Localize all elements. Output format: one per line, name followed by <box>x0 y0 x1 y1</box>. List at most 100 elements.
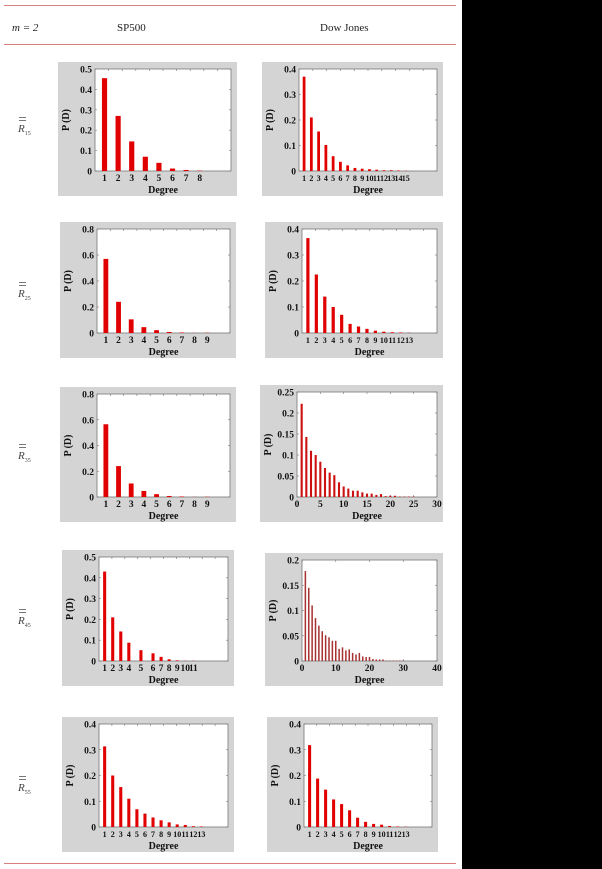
svg-text:12: 12 <box>189 830 197 839</box>
svg-text:0.2: 0.2 <box>287 557 299 567</box>
svg-text:0.2: 0.2 <box>80 127 92 137</box>
svg-text:10: 10 <box>331 664 341 674</box>
svg-text:0.05: 0.05 <box>277 473 294 483</box>
svg-text:3: 3 <box>129 500 134 510</box>
chart-svg: 0 0.05 0.1 0.15 0.2 0.25 0 5 10 15 20 25 30 Degree P (… <box>263 389 442 523</box>
svg-text:0.4: 0.4 <box>289 721 301 731</box>
svg-text:0: 0 <box>289 494 294 504</box>
svg-text:P (D): P (D) <box>65 765 76 787</box>
svg-text:4: 4 <box>127 830 131 839</box>
chart-sp500-r15: 0 0.1 0.2 0.3 0.4 0.5 1 2 3 4 5 6 7 8 Degree P (D) <box>58 62 237 196</box>
svg-text:P (D): P (D) <box>61 109 72 131</box>
svg-text:0.1: 0.1 <box>282 452 294 462</box>
chart-svg: 0 0.05 0.1 0.15 0.2 0 10 20 30 40 Degree P (D) <box>268 557 442 687</box>
chart-svg: 0 0.1 0.2 0.3 0.4 0.5 1 2 3 4 5 6 7 8 Degree P (D) <box>61 66 232 196</box>
svg-text:0.1: 0.1 <box>287 304 299 314</box>
chart-svg: 0 0.2 0.4 0.6 0.8 1 2 3 4 5 6 7 8 9 Degree P (D) <box>63 226 231 358</box>
svg-text:2: 2 <box>116 174 121 184</box>
svg-text:5: 5 <box>318 500 323 510</box>
svg-text:0.2: 0.2 <box>82 304 94 314</box>
svg-text:0.2: 0.2 <box>284 117 296 127</box>
svg-text:0.2: 0.2 <box>289 772 301 782</box>
svg-text:6: 6 <box>338 174 342 183</box>
svg-text:Degree: Degree <box>355 347 385 358</box>
m-label: m = 2 <box>12 22 39 34</box>
svg-text:30: 30 <box>399 664 409 674</box>
svg-text:5: 5 <box>139 664 144 674</box>
svg-text:8: 8 <box>159 830 163 839</box>
svg-text:0.05: 0.05 <box>282 632 299 642</box>
svg-text:8: 8 <box>353 174 357 183</box>
svg-text:Degree: Degree <box>352 511 382 522</box>
svg-text:P (D): P (D) <box>268 600 279 622</box>
svg-text:0.1: 0.1 <box>84 637 96 647</box>
svg-text:8: 8 <box>192 500 197 510</box>
svg-text:8: 8 <box>167 664 172 674</box>
svg-text:6: 6 <box>348 830 352 839</box>
svg-text:7: 7 <box>356 830 360 839</box>
svg-text:3: 3 <box>324 830 328 839</box>
row-label-r25: R25 <box>18 282 31 302</box>
svg-text:P (D): P (D) <box>263 434 274 456</box>
svg-text:6: 6 <box>348 336 352 345</box>
svg-text:20: 20 <box>365 664 375 674</box>
svg-text:13: 13 <box>387 174 395 183</box>
svg-text:20: 20 <box>386 500 396 510</box>
svg-text:1: 1 <box>103 830 107 839</box>
svg-text:6: 6 <box>167 336 172 346</box>
svg-text:30: 30 <box>432 500 442 510</box>
chart-sp500-r45: 0 0.1 0.2 0.3 0.4 0.5 1 2 3 4 5 6 7 8 9 10 11 Degree P (D) <box>62 550 234 686</box>
svg-text:8: 8 <box>197 174 202 184</box>
row-label-r55: R55 <box>18 776 31 796</box>
svg-text:9: 9 <box>205 500 210 510</box>
svg-text:0: 0 <box>87 168 92 178</box>
svg-text:5: 5 <box>154 336 159 346</box>
svg-text:0.4: 0.4 <box>284 66 296 76</box>
column-header-dowjones: Dow Jones <box>320 22 369 34</box>
svg-text:P (D): P (D) <box>63 435 74 457</box>
svg-text:0.3: 0.3 <box>289 746 301 756</box>
svg-text:4: 4 <box>141 500 146 510</box>
svg-text:10: 10 <box>173 830 181 839</box>
header-rule <box>4 44 456 45</box>
svg-text:0.15: 0.15 <box>282 582 299 592</box>
svg-text:2: 2 <box>110 664 115 674</box>
svg-text:0.2: 0.2 <box>287 278 299 288</box>
svg-text:0.4: 0.4 <box>287 226 299 236</box>
svg-text:0.2: 0.2 <box>82 468 94 478</box>
svg-text:0: 0 <box>89 330 94 340</box>
svg-text:0.3: 0.3 <box>84 595 96 605</box>
svg-text:0.4: 0.4 <box>82 278 94 288</box>
chart-svg: 0 0.2 0.4 0.6 0.8 1 2 3 4 5 6 7 8 9 Degree P (D) <box>63 391 231 522</box>
svg-text:7: 7 <box>179 336 184 346</box>
svg-text:1: 1 <box>308 830 312 839</box>
svg-text:0.8: 0.8 <box>82 226 94 236</box>
chart-svg: 00.10.20.30.41 2 3 4 5 6 7 8 9 10 11 12 13 14 15Degree… <box>265 66 438 196</box>
svg-text:10: 10 <box>378 830 386 839</box>
svg-text:Degree: Degree <box>149 347 179 358</box>
svg-text:11: 11 <box>181 830 189 839</box>
svg-text:3: 3 <box>129 174 134 184</box>
svg-text:0.2: 0.2 <box>84 616 96 626</box>
svg-text:P (D): P (D) <box>63 270 74 292</box>
svg-text:11: 11 <box>386 830 394 839</box>
svg-text:9: 9 <box>372 830 376 839</box>
svg-text:2: 2 <box>111 830 115 839</box>
svg-text:15: 15 <box>362 500 372 510</box>
svg-text:15: 15 <box>402 174 410 183</box>
chart-sp500-r25: 0 0.2 0.4 0.6 0.8 1 2 3 4 5 6 7 8 9 Degree P (D) <box>60 222 236 358</box>
svg-text:11: 11 <box>373 174 381 183</box>
svg-text:5: 5 <box>331 174 335 183</box>
svg-text:2: 2 <box>314 336 318 345</box>
svg-text:3: 3 <box>129 336 134 346</box>
svg-text:4: 4 <box>143 174 148 184</box>
chart-sp500-r35: 0 0.2 0.4 0.6 0.8 1 2 3 4 5 6 7 8 9 Degree P (D) <box>60 387 236 522</box>
svg-text:11: 11 <box>389 336 397 345</box>
svg-text:3: 3 <box>323 336 327 345</box>
svg-text:13: 13 <box>197 830 205 839</box>
svg-text:1: 1 <box>302 174 306 183</box>
svg-text:P (D): P (D) <box>265 109 276 131</box>
